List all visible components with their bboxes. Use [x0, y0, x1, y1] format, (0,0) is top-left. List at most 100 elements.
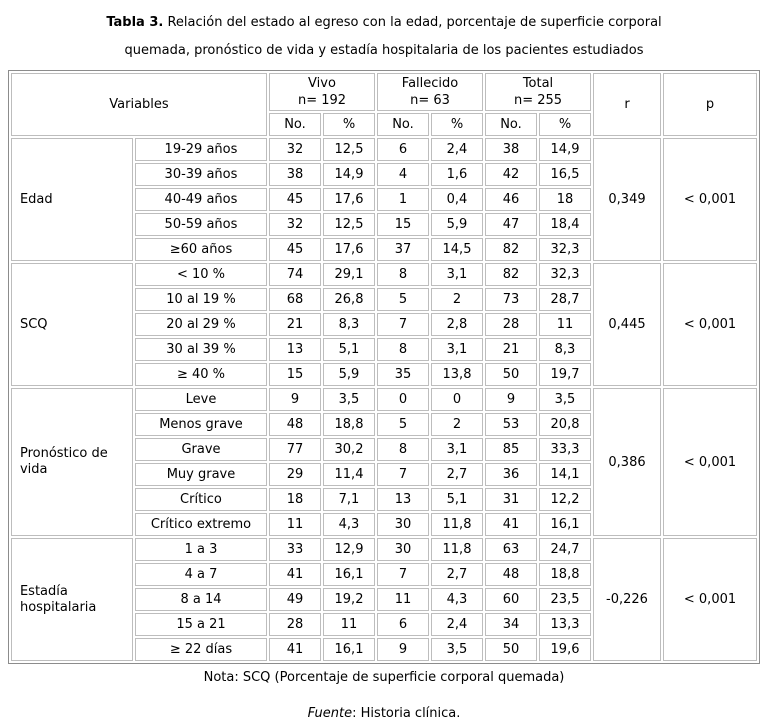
table-row: 4 a 7 41 16,1 7 2,7 48 18,8	[11, 563, 757, 586]
value-cell: 13,8	[431, 363, 483, 386]
subheader-pct: %	[539, 113, 592, 136]
value-cell: 3,1	[431, 263, 483, 286]
value-cell: 2,4	[431, 613, 483, 636]
header-variables: Variables	[10, 73, 267, 136]
value-cell: 82	[485, 263, 537, 286]
table-note: Nota: SCQ (Porcentaje de superficie corp…	[203, 670, 565, 685]
table-title: Tabla 3. Relación del estado al egreso c…	[74, 9, 694, 65]
value-cell: 4	[377, 163, 429, 186]
category-cell: 15 a 21	[134, 613, 267, 636]
value-cell: 14,1	[539, 463, 592, 486]
header-total: Total n= 255	[485, 73, 592, 111]
source-label: Fuente	[307, 706, 353, 721]
table-row: 30 al 39 % 13 5,1 8 3,1 21 8,3	[11, 338, 757, 361]
category-cell: Crítico	[134, 488, 267, 511]
header-fallecido-n: n= 63	[410, 93, 450, 108]
value-cell: 73	[485, 288, 537, 311]
value-cell: 14,9	[539, 138, 592, 161]
value-cell: 7,1	[322, 488, 375, 511]
r-value-cell: 0,349	[593, 138, 662, 261]
value-cell: 48	[485, 563, 537, 586]
value-cell: 18	[539, 188, 592, 211]
value-cell: 3,5	[322, 388, 375, 411]
value-cell: 16,1	[539, 513, 592, 536]
value-cell: 19,7	[539, 363, 592, 386]
value-cell: 28	[268, 613, 321, 636]
header-fallecido-name: Fallecido	[401, 76, 459, 91]
value-cell: 20,8	[539, 413, 592, 436]
subheader-pct: %	[322, 113, 375, 136]
value-cell: 21	[485, 338, 537, 361]
variable-group-label: Estadía hospitalaria	[10, 538, 133, 661]
value-cell: 18	[268, 488, 321, 511]
value-cell: 9	[485, 388, 537, 411]
header-vivo: Vivo n= 192	[268, 73, 375, 111]
value-cell: 0,4	[431, 188, 483, 211]
value-cell: 2,4	[431, 138, 483, 161]
table-row: Estadía hospitalaria 1 a 3 33 12,9 30 11,8 63 2…	[10, 538, 758, 661]
subheader-no: No.	[268, 113, 321, 136]
category-cell: Leve	[134, 388, 267, 411]
table-row: Edad 19-29 años 32 12,5 6 2,4 38 14,9 0,349 < 0,0…	[10, 138, 758, 261]
variable-group-label: SCQ	[10, 263, 133, 386]
value-cell: 3,1	[431, 338, 483, 361]
value-cell: 32,3	[539, 238, 592, 261]
table-row: 40-49 años 45 17,6 1 0,4 46 18	[11, 188, 757, 211]
value-cell: 12,5	[322, 138, 375, 161]
value-cell: 0	[377, 388, 429, 411]
value-cell: 2	[431, 288, 483, 311]
value-cell: 11,8	[431, 513, 483, 536]
category-cell: 40-49 años	[134, 188, 267, 211]
value-cell: 1	[377, 188, 429, 211]
value-cell: 29	[268, 463, 321, 486]
value-cell: 32	[268, 213, 321, 236]
value-cell: 1,6	[431, 163, 483, 186]
header-row-groups: Variables Vivo n= 192 Fallecido n= 63 To…	[10, 73, 758, 136]
value-cell: 16,5	[539, 163, 592, 186]
value-cell: 32	[268, 138, 321, 161]
table-row: Muy grave 29 11,4 7 2,7 36 14,1	[11, 463, 757, 486]
table-row: 8 a 14 49 19,2 11 4,3 60 23,5	[11, 588, 757, 611]
p-value-cell: < 0,001	[663, 138, 758, 261]
value-cell: 4,3	[431, 588, 483, 611]
value-cell: 45	[268, 238, 321, 261]
value-cell: 13	[377, 488, 429, 511]
table-row: SCQ < 10 % 74 29,1 8 3,1 82 32,3 0,445 < 0,001	[10, 263, 758, 386]
value-cell: 7	[377, 313, 429, 336]
value-cell: 50	[485, 638, 537, 661]
header-r: r	[593, 73, 662, 136]
value-cell: 32,3	[539, 263, 592, 286]
category-cell: 20 al 29 %	[134, 313, 267, 336]
header-total-n: n= 255	[513, 93, 563, 108]
value-cell: 68	[268, 288, 321, 311]
r-value-cell: 0,445	[593, 263, 662, 386]
value-cell: 6	[377, 613, 429, 636]
category-cell: Grave	[134, 438, 267, 461]
category-cell: 50-59 años	[134, 213, 267, 236]
value-cell: 8	[377, 338, 429, 361]
r-value-cell: 0,386	[593, 388, 662, 536]
category-cell: 10 al 19 %	[134, 288, 267, 311]
value-cell: 15	[377, 213, 429, 236]
header-p: p	[663, 73, 758, 136]
value-cell: 74	[268, 263, 321, 286]
value-cell: 8,3	[539, 338, 592, 361]
value-cell: 49	[268, 588, 321, 611]
value-cell: 16,1	[322, 638, 375, 661]
value-cell: 21	[268, 313, 321, 336]
category-cell: < 10 %	[134, 263, 267, 286]
value-cell: 5,9	[322, 363, 375, 386]
value-cell: 5	[377, 288, 429, 311]
header-fallecido: Fallecido n= 63	[377, 73, 483, 111]
table-row: 50-59 años 32 12,5 15 5,9 47 18,4	[11, 213, 757, 236]
value-cell: 2,7	[431, 563, 483, 586]
category-cell: 1 a 3	[134, 538, 267, 561]
category-cell: Crítico extremo	[134, 513, 267, 536]
subheader-pct: %	[431, 113, 483, 136]
value-cell: 11	[377, 588, 429, 611]
p-value-cell: < 0,001	[663, 538, 758, 661]
source-text: : Historia clínica.	[352, 706, 461, 721]
value-cell: 37	[377, 238, 429, 261]
value-cell: 60	[485, 588, 537, 611]
value-cell: 18,8	[322, 413, 375, 436]
